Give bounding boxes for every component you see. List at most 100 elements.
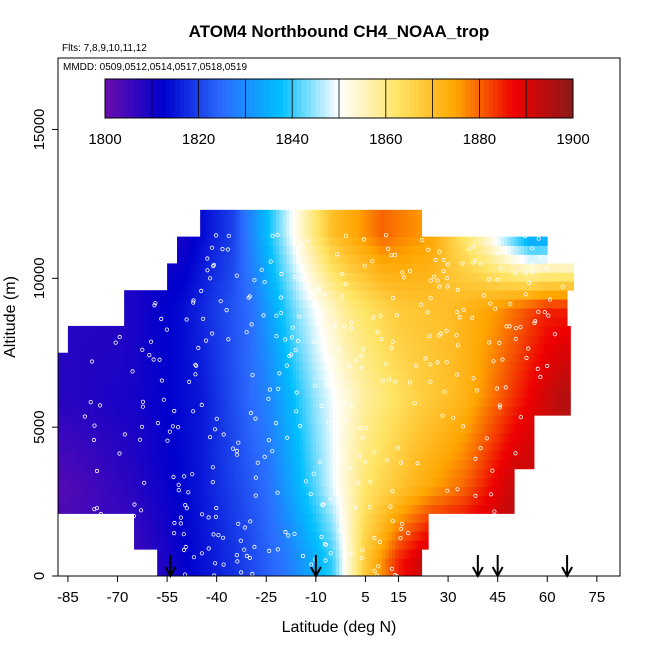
heatmap-cell (292, 433, 297, 443)
heatmap-cell (107, 379, 112, 389)
heatmap-cell (150, 415, 155, 425)
heatmap-cell (206, 468, 211, 479)
heatmap-cell (408, 263, 413, 273)
heatmap-cell (206, 325, 211, 336)
heatmap-cell (71, 442, 75, 452)
heatmap-cell (342, 442, 347, 452)
heatmap-cell (180, 540, 185, 550)
heatmap-cell (219, 317, 224, 327)
heatmap-cell (355, 254, 360, 264)
heatmap-cell (451, 468, 456, 479)
heatmap-cell (196, 424, 201, 434)
heatmap-cell (491, 397, 495, 407)
heatmap-cell (282, 281, 287, 291)
heatmap-cell (233, 325, 237, 336)
heatmap-cell (143, 486, 148, 497)
heatmap-cell (233, 263, 237, 273)
heatmap-cell (61, 415, 66, 425)
heatmap-cell (233, 433, 237, 443)
heatmap-cell (239, 263, 244, 273)
heatmap-cell (550, 290, 555, 300)
heatmap-cell (210, 343, 214, 354)
heatmap-cell (160, 406, 165, 416)
heatmap-cell (299, 513, 304, 523)
heatmap-cell (372, 325, 376, 336)
heatmap-cell (444, 308, 449, 318)
heatmap-cell (203, 325, 208, 336)
heatmap-cell (100, 406, 105, 416)
heatmap-cell (223, 361, 227, 371)
heatmap-cell (259, 468, 264, 479)
heatmap-cell (299, 549, 304, 559)
heatmap-cell (335, 245, 340, 255)
heatmap-cell (491, 272, 495, 282)
heatmap-cell (305, 361, 310, 371)
heatmap-cell (186, 504, 191, 514)
heatmap-cell (107, 504, 112, 514)
heatmap-cell (229, 388, 234, 398)
heatmap-cell (375, 406, 380, 416)
heatmap-cell (368, 370, 373, 380)
heatmap-cell (233, 513, 237, 523)
heatmap-cell (315, 424, 320, 434)
heatmap-cell (358, 245, 363, 255)
heatmap-cell (319, 424, 323, 434)
heatmap-cell (289, 424, 294, 434)
heatmap-cell (157, 531, 161, 541)
heatmap-cell (527, 281, 532, 291)
heatmap-cell (530, 459, 535, 470)
heatmap-cell (286, 459, 290, 470)
heatmap-cell (107, 325, 112, 336)
heatmap-cell (147, 388, 151, 398)
heatmap-cell (434, 272, 439, 282)
heatmap-cell (81, 388, 85, 398)
heatmap-cell (236, 415, 241, 425)
heatmap-cell (157, 415, 161, 425)
heatmap-cell (279, 334, 284, 345)
heatmap-cell (183, 522, 188, 532)
heatmap-cell (143, 513, 148, 523)
heatmap-cell (398, 379, 403, 389)
heatmap-cell (94, 468, 99, 479)
heatmap-cell (190, 450, 194, 461)
heatmap-cell (289, 504, 294, 514)
heatmap-cell (388, 254, 393, 264)
heatmap-cell (309, 361, 313, 371)
heatmap-cell (418, 317, 423, 327)
heatmap-cell (173, 308, 178, 318)
heatmap-cell (507, 495, 512, 505)
heatmap-cell (77, 424, 82, 434)
heatmap-cell (262, 317, 267, 327)
heatmap-cell (348, 531, 353, 541)
heatmap-cell (504, 325, 508, 336)
heatmap-cell (464, 495, 469, 505)
heatmap-cell (395, 352, 399, 363)
heatmap-cell (540, 343, 545, 354)
heatmap-cell (309, 531, 313, 541)
heatmap-cell (190, 388, 194, 398)
heatmap-cell (381, 424, 386, 434)
heatmap-cell (477, 406, 482, 416)
heatmap-cell (97, 486, 102, 497)
heatmap-cell (411, 290, 416, 300)
heatmap-cell (325, 388, 330, 398)
heatmap-cell (497, 343, 502, 354)
heatmap-cell (415, 495, 419, 505)
heatmap-cell (504, 442, 508, 452)
heatmap-cell (173, 504, 178, 514)
heatmap-cell (213, 567, 218, 577)
heatmap-cell (451, 308, 456, 318)
heatmap-cell (319, 352, 323, 363)
heatmap-cell (335, 468, 340, 479)
heatmap-cell (534, 379, 538, 389)
heatmap-cell (130, 406, 135, 416)
heatmap-cell (276, 272, 280, 282)
heatmap-cell (147, 424, 151, 434)
heatmap-cell (530, 352, 535, 363)
heatmap-cell (223, 459, 227, 470)
heatmap-cell (507, 254, 512, 264)
heatmap-cell (352, 343, 356, 354)
heatmap-cell (67, 424, 72, 434)
heatmap-cell (305, 433, 310, 443)
heatmap-cell (67, 468, 72, 479)
